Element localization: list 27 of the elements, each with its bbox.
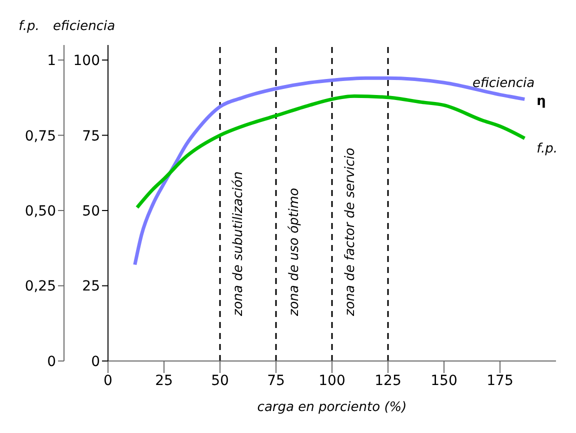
x-tick-label: 175 [486, 372, 514, 389]
x-tick-label: 150 [430, 372, 458, 389]
y2-tick-label: 0 [47, 354, 56, 370]
y-tick-label: 75 [82, 128, 100, 144]
y-tick-label: 50 [82, 203, 100, 220]
x-tick-label: 25 [155, 372, 173, 389]
x-tick-label: 75 [267, 372, 285, 389]
x-tick-label: 0 [104, 372, 112, 389]
y-axis-title: eficiencia [52, 19, 116, 34]
ref-line-label: zona de subutilización [231, 171, 246, 317]
x-tick-label: 100 [318, 372, 346, 389]
y-tick-label: 100 [73, 53, 100, 70]
y2-tick-label: 0,25 [24, 278, 56, 295]
ref-line-label: zona de factor de servicio [343, 148, 358, 317]
x-tick-label: 50 [211, 372, 229, 389]
series-label: η [536, 94, 546, 110]
annotation: eficiencia [472, 76, 535, 92]
y-tick-label: 25 [82, 278, 100, 295]
ref-line-label: zona de uso óptimo [287, 188, 302, 317]
x-tick-label: 125 [374, 372, 402, 389]
x-axis-title: carga en porciento (%) [257, 400, 407, 415]
y2-axis-title: f.p. [18, 19, 40, 34]
y2-tick-label: 1 [47, 53, 56, 70]
y2-tick-label: 0,50 [24, 203, 56, 220]
y2-tick-label: 0,75 [24, 128, 56, 144]
y-tick-label: 0 [91, 354, 100, 370]
series-label: f.p. [536, 141, 558, 156]
